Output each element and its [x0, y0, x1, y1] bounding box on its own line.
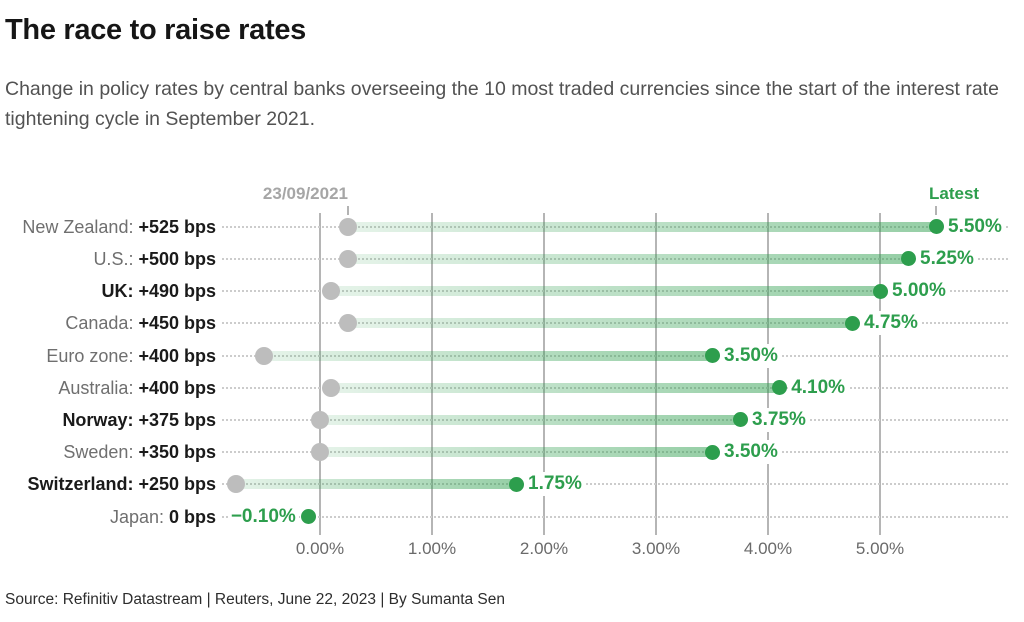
- latest-dot: [732, 412, 748, 428]
- change-bps: +250 bps: [138, 474, 216, 495]
- country-name: UK:: [101, 281, 134, 302]
- latest-tick-mark: [935, 206, 937, 215]
- latest-value: 5.00%: [889, 279, 949, 304]
- change-bps: +350 bps: [138, 442, 216, 463]
- row-label: Canada: +450 bps: [0, 307, 216, 339]
- latest-value: 4.75%: [861, 311, 921, 336]
- rate-bar: [331, 286, 880, 297]
- rate-bar: [331, 382, 780, 393]
- country-name: Norway:: [62, 409, 134, 430]
- latest-header-label: Latest: [929, 184, 980, 203]
- start-dot: [255, 346, 273, 365]
- latest-value: −0.10%: [227, 504, 299, 529]
- change-bps: +490 bps: [138, 281, 216, 302]
- country-name: Euro zone:: [46, 345, 134, 366]
- axis-tick-label: 3.00%: [631, 539, 681, 558]
- change-bps: +375 bps: [138, 409, 216, 430]
- change-bps: +400 bps: [138, 377, 216, 398]
- latest-dot: [301, 509, 317, 525]
- rate-bar: [348, 221, 936, 232]
- gridline: [767, 213, 769, 535]
- gridline: [431, 213, 433, 535]
- axis-tick-label: 1.00%: [407, 539, 457, 558]
- latest-dot: [771, 380, 787, 396]
- change-bps: +500 bps: [138, 248, 216, 269]
- latest-dot: [900, 251, 916, 267]
- rate-bar: [348, 318, 852, 329]
- latest-dot: [704, 348, 720, 364]
- country-name: Australia:: [58, 377, 134, 398]
- latest-dot: [872, 283, 888, 299]
- rate-bar: [320, 447, 712, 458]
- gridline: [543, 213, 545, 535]
- latest-dot: [508, 476, 524, 492]
- country-name: Canada:: [65, 313, 134, 334]
- row-label: UK: +490 bps: [0, 275, 216, 307]
- start-dot: [311, 443, 329, 462]
- latest-value: 1.75%: [525, 472, 585, 497]
- start-dot: [339, 217, 357, 236]
- start-tick-mark: [347, 206, 349, 215]
- chart-subtitle: Change in policy rates by central banks …: [5, 78, 999, 130]
- row-label: Euro zone: +400 bps: [0, 340, 216, 372]
- leader-line: [222, 515, 1008, 518]
- latest-value: 3.75%: [749, 407, 809, 432]
- latest-dot: [704, 444, 720, 460]
- change-bps: +450 bps: [138, 313, 216, 334]
- row-label: Sweden: +350 bps: [0, 436, 216, 468]
- start-dot: [322, 378, 341, 397]
- start-dot: [311, 410, 329, 429]
- country-name: New Zealand:: [22, 216, 134, 237]
- country-name: Switzerland:: [27, 474, 134, 495]
- start-date-label: 23/09/2021: [262, 184, 348, 203]
- country-name: Japan:: [109, 506, 164, 527]
- rate-bar: [264, 350, 712, 361]
- change-bps: +525 bps: [138, 216, 216, 237]
- latest-value: 4.10%: [788, 375, 849, 400]
- country-name: Sweden:: [63, 442, 134, 463]
- rate-bar: [236, 479, 516, 490]
- change-bps: 0 bps: [168, 506, 216, 527]
- gridline: [319, 213, 321, 535]
- rate-bar: [320, 414, 740, 425]
- start-dot: [227, 475, 245, 494]
- start-dot: [322, 282, 341, 301]
- start-dot: [339, 249, 357, 268]
- source-line: Source: Refinitiv Datastream | Reuters, …: [5, 591, 506, 608]
- start-dot: [339, 314, 357, 333]
- row-label: U.S.: +500 bps: [0, 243, 216, 275]
- latest-value: 3.50%: [721, 343, 781, 368]
- axis-tick-label: 4.00%: [743, 539, 793, 558]
- latest-value: 5.25%: [917, 246, 977, 271]
- row-label: New Zealand: +525 bps: [0, 211, 216, 243]
- axis-tick-label: 0.00%: [295, 539, 345, 558]
- gridline: [879, 213, 881, 535]
- latest-value: 5.50%: [945, 214, 1005, 239]
- country-name: U.S.:: [93, 248, 134, 269]
- axis-tick-label: 5.00%: [855, 539, 905, 558]
- row-label: Japan: 0 bps: [0, 501, 216, 533]
- axis-tick-label: 2.00%: [519, 539, 569, 558]
- latest-dot: [844, 315, 860, 331]
- latest-value: 3.50%: [721, 440, 781, 465]
- gridline: [655, 213, 657, 535]
- change-bps: +400 bps: [138, 345, 216, 366]
- page-title: The race to raise rates: [5, 14, 306, 46]
- rate-bar: [348, 253, 908, 264]
- row-label: Switzerland: +250 bps: [0, 468, 216, 500]
- latest-dot: [928, 219, 944, 235]
- row-label: Australia: +400 bps: [0, 372, 216, 404]
- leader-line: [222, 483, 1008, 486]
- row-label: Norway: +375 bps: [0, 404, 216, 436]
